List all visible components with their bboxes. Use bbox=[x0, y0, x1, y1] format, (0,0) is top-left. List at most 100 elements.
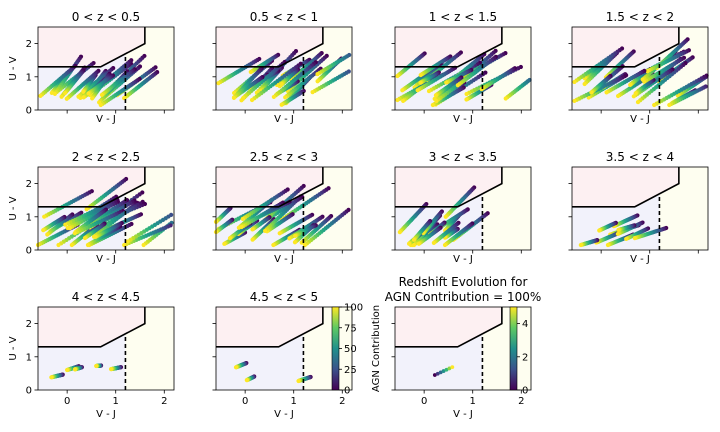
axes-frame bbox=[37, 26, 175, 111]
panel-title: 2.5 < z < 3 bbox=[250, 150, 318, 164]
panel-title: Redshift Evolution for bbox=[399, 275, 528, 289]
data-point bbox=[426, 88, 432, 94]
data-point bbox=[49, 375, 54, 380]
data-point bbox=[62, 90, 68, 96]
data-point bbox=[248, 69, 253, 75]
data-point bbox=[86, 91, 91, 96]
panel: V - J 0.5 < z < 1 bbox=[212, 10, 353, 125]
y-tick-label: 2 bbox=[26, 39, 32, 50]
x-tick-label: 0 bbox=[242, 396, 248, 407]
data-point bbox=[604, 90, 609, 95]
y-tick-label: 0 bbox=[26, 106, 32, 117]
data-point bbox=[624, 236, 629, 242]
y-tick-label: 1 bbox=[26, 352, 32, 363]
data-point bbox=[675, 93, 680, 98]
panel-title: 3 < z < 3.5 bbox=[429, 150, 497, 164]
data-point bbox=[76, 94, 81, 99]
data-point bbox=[605, 242, 611, 248]
x-tick-label: 1 bbox=[470, 396, 476, 407]
colorbar-tick-label: 75 bbox=[344, 323, 357, 334]
x-axis-label: V - J bbox=[96, 254, 116, 265]
panel-title: 1.5 < z < 2 bbox=[606, 10, 674, 24]
x-axis-label: V - J bbox=[453, 114, 473, 125]
panel: V - J 3.5 < z < 4 bbox=[568, 150, 709, 265]
x-axis-label: V - J bbox=[630, 254, 650, 265]
data-point bbox=[418, 72, 423, 78]
data-point bbox=[464, 91, 469, 97]
x-axis-label: V - J bbox=[96, 114, 116, 125]
data-point bbox=[41, 228, 46, 233]
colorbar-tick-label: 2 bbox=[522, 352, 528, 363]
colorbar-label: AGN Contribution bbox=[371, 305, 382, 392]
data-point bbox=[231, 95, 237, 101]
data-point bbox=[615, 231, 620, 237]
colorbar-tick-label: 100 bbox=[344, 303, 363, 314]
data-point bbox=[572, 98, 577, 104]
scatter-points bbox=[395, 48, 532, 108]
scatter-points bbox=[35, 176, 174, 248]
data-point bbox=[283, 95, 288, 100]
scatter-points bbox=[216, 49, 352, 107]
data-point bbox=[667, 102, 672, 108]
axes-frame bbox=[215, 26, 353, 111]
data-point bbox=[240, 216, 245, 221]
data-point bbox=[99, 92, 105, 97]
data-point bbox=[632, 236, 637, 241]
colorbar-tick-label: 4 bbox=[522, 319, 528, 330]
scatter-points bbox=[213, 183, 351, 248]
x-axis-label: V - J bbox=[274, 114, 294, 125]
y-tick-label: 1 bbox=[26, 212, 32, 223]
colorbar-gradient bbox=[331, 306, 340, 391]
data-point bbox=[52, 91, 58, 96]
data-point bbox=[262, 228, 268, 233]
data-point bbox=[401, 98, 406, 103]
data-point bbox=[645, 69, 650, 74]
data-point bbox=[443, 214, 448, 219]
data-point bbox=[616, 227, 621, 233]
data-point bbox=[416, 241, 421, 246]
data-point bbox=[589, 90, 594, 95]
data-point bbox=[277, 231, 282, 236]
panel: 0 1 2 0 1 2 V - J U - V 4 < z < 4.5 bbox=[8, 290, 175, 420]
data-point bbox=[271, 242, 276, 248]
data-point bbox=[250, 237, 255, 242]
data-point bbox=[56, 242, 61, 248]
panel: 0 1 2 V - J U - V 2 < z < 2.5 bbox=[8, 150, 175, 265]
data-point bbox=[400, 88, 405, 93]
axes-frame bbox=[571, 26, 709, 111]
data-point bbox=[72, 367, 78, 372]
data-point bbox=[241, 95, 246, 100]
data-point bbox=[94, 363, 99, 369]
panel-title: 0 < z < 0.5 bbox=[72, 10, 140, 24]
x-axis-label: V - J bbox=[630, 114, 650, 125]
panel: V - J 1.5 < z < 2 bbox=[568, 10, 709, 125]
x-tick-label: 0 bbox=[64, 396, 70, 407]
data-point bbox=[642, 79, 647, 84]
data-point bbox=[271, 94, 276, 100]
panel-grid: 0 1 2 V - J U - V 0 < z < 0.5 V - J 0.5 < z < 1… bbox=[8, 10, 709, 420]
data-point bbox=[81, 89, 86, 94]
axes-frame bbox=[394, 26, 532, 111]
panel-title: AGN Contribution = 100% bbox=[385, 290, 542, 304]
data-point bbox=[239, 224, 244, 230]
panel-title: 4 < z < 4.5 bbox=[72, 290, 140, 304]
panel-title: 1 < z < 1.5 bbox=[429, 10, 497, 24]
y-tick-label: 2 bbox=[26, 179, 32, 190]
y-tick-label: 1 bbox=[26, 72, 32, 83]
data-point bbox=[315, 79, 320, 84]
colorbar-gradient bbox=[509, 306, 518, 391]
data-point bbox=[227, 236, 233, 241]
x-tick-label: 1 bbox=[113, 396, 119, 407]
x-tick-label: 2 bbox=[339, 396, 345, 407]
data-point bbox=[67, 225, 73, 231]
data-point bbox=[45, 232, 50, 237]
data-point bbox=[287, 236, 292, 241]
x-axis-label: V - J bbox=[274, 254, 294, 265]
data-point bbox=[310, 90, 315, 95]
data-point bbox=[503, 96, 508, 101]
data-point bbox=[82, 235, 88, 241]
data-point bbox=[292, 240, 298, 245]
x-tick-label: 2 bbox=[161, 396, 167, 407]
y-tick-label: 0 bbox=[26, 386, 32, 397]
